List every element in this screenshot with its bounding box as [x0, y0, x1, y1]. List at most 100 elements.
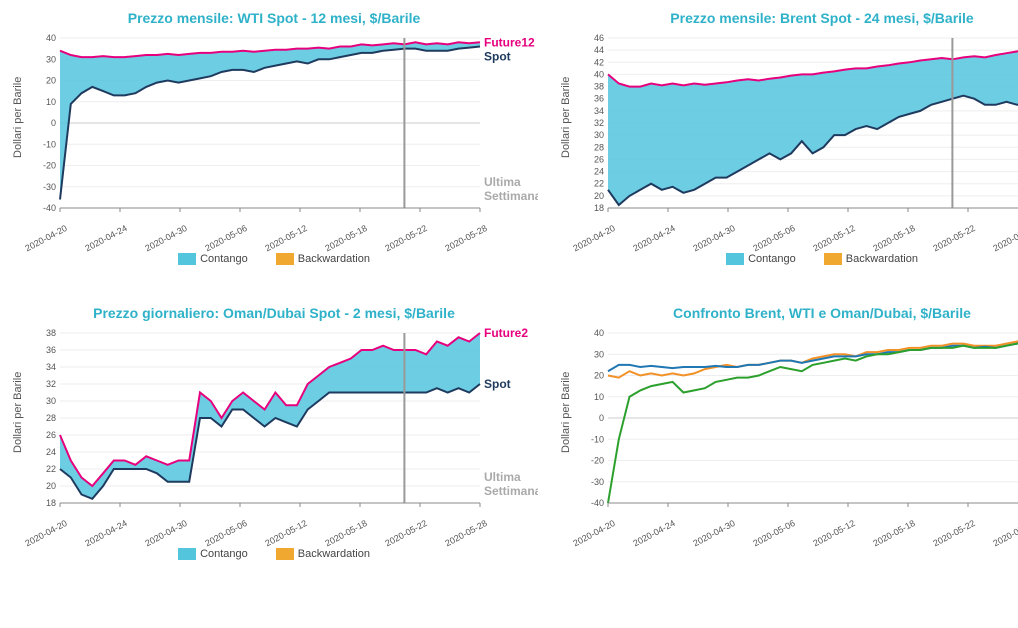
- legend: Contango Backwardation: [558, 253, 1018, 265]
- x-tick-label: 2020-05-12: [811, 518, 856, 548]
- x-axis-labels: 2020-04-202020-04-242020-04-302020-05-06…: [574, 219, 1018, 251]
- svg-text:Spot: Spot: [484, 377, 511, 391]
- svg-text:24: 24: [594, 167, 604, 177]
- svg-text:20: 20: [46, 76, 56, 86]
- x-tick-label: 2020-04-30: [143, 518, 188, 548]
- x-tick-label: 2020-05-22: [931, 223, 976, 253]
- legend-item-backwardation: Backwardation: [276, 548, 370, 560]
- x-tick-label: 2020-04-24: [83, 223, 128, 253]
- x-tick-label: 2020-05-06: [203, 223, 248, 253]
- svg-text:26: 26: [46, 430, 56, 440]
- legend-label: Backwardation: [298, 253, 370, 265]
- svg-text:36: 36: [46, 345, 56, 355]
- x-tick-label: 2020-04-20: [571, 223, 616, 253]
- chart-title: Prezzo mensile: Brent Spot - 24 mesi, $/…: [558, 10, 1018, 26]
- svg-text:-40: -40: [591, 498, 604, 508]
- x-tick-label: 2020-05-22: [931, 518, 976, 548]
- svg-text:26: 26: [594, 154, 604, 164]
- chart-title: Confronto Brent, WTI e Oman/Dubai, $/Bar…: [558, 305, 1018, 321]
- svg-text:-10: -10: [43, 139, 56, 149]
- svg-text:32: 32: [46, 379, 56, 389]
- x-tick-label: 2020-04-30: [691, 223, 736, 253]
- chart-title: Prezzo giornaliero: Oman/Dubai Spot - 2 …: [10, 305, 538, 321]
- svg-text:44: 44: [594, 45, 604, 55]
- plot-area: -40-30-20-10010203040Future12SpotUltimaS…: [26, 32, 538, 251]
- x-tick-label: 2020-04-24: [631, 223, 676, 253]
- legend: Contango Backwardation: [10, 548, 538, 560]
- plot-area: 1820222426283032343638Future2SpotUltimaS…: [26, 327, 538, 546]
- svg-text:40: 40: [594, 69, 604, 79]
- legend-label: Contango: [200, 253, 248, 265]
- svg-text:20: 20: [46, 481, 56, 491]
- svg-text:42: 42: [594, 57, 604, 67]
- svg-text:-30: -30: [591, 477, 604, 487]
- x-tick-label: 2020-05-28: [443, 518, 488, 548]
- y-axis-label: Dollari per Barile: [558, 327, 574, 497]
- svg-text:34: 34: [46, 362, 56, 372]
- chart-panel-compare: Confronto Brent, WTI e Oman/Dubai, $/Bar…: [558, 305, 1018, 560]
- svg-text:24: 24: [46, 447, 56, 457]
- legend-item-contango: Contango: [178, 253, 248, 265]
- x-tick-label: 2020-05-18: [871, 223, 916, 253]
- svg-text:30: 30: [594, 349, 604, 359]
- svg-text:10: 10: [46, 97, 56, 107]
- x-tick-label: 2020-05-22: [383, 223, 428, 253]
- svg-text:36: 36: [594, 94, 604, 104]
- x-tick-label: 2020-05-18: [871, 518, 916, 548]
- chart-panel-oman: Prezzo giornaliero: Oman/Dubai Spot - 2 …: [10, 305, 538, 560]
- svg-text:20: 20: [594, 191, 604, 201]
- chart-title: Prezzo mensile: WTI Spot - 12 mesi, $/Ba…: [10, 10, 538, 26]
- x-tick-label: 2020-05-18: [323, 223, 368, 253]
- y-axis-label: Dollari per Barile: [558, 32, 574, 202]
- x-tick-label: 2020-05-12: [811, 223, 856, 253]
- svg-text:0: 0: [51, 118, 56, 128]
- svg-text:28: 28: [594, 142, 604, 152]
- svg-text:30: 30: [594, 130, 604, 140]
- svg-text:-10: -10: [591, 434, 604, 444]
- svg-text:46: 46: [594, 33, 604, 43]
- x-axis-labels: 2020-04-202020-04-242020-04-302020-05-06…: [26, 514, 538, 546]
- x-tick-label: 2020-04-24: [83, 518, 128, 548]
- svg-text:40: 40: [46, 33, 56, 43]
- x-tick-label: 2020-04-24: [631, 518, 676, 548]
- svg-text:Ultima: Ultima: [484, 470, 521, 484]
- legend-label: Contango: [200, 548, 248, 560]
- plot-area: 182022242628303234363840424446Future24Sp…: [574, 32, 1018, 251]
- svg-text:38: 38: [594, 82, 604, 92]
- svg-text:-40: -40: [43, 203, 56, 213]
- x-tick-label: 2020-05-28: [991, 518, 1018, 548]
- legend-label: Backwardation: [846, 253, 918, 265]
- svg-text:0: 0: [599, 413, 604, 423]
- svg-text:18: 18: [46, 498, 56, 508]
- legend-label: Backwardation: [298, 548, 370, 560]
- legend-item-backwardation: Backwardation: [276, 253, 370, 265]
- svg-text:-20: -20: [43, 161, 56, 171]
- legend: Contango Backwardation: [10, 253, 538, 265]
- x-tick-label: 2020-05-18: [323, 518, 368, 548]
- x-tick-label: 2020-05-22: [383, 518, 428, 548]
- svg-text:20: 20: [594, 371, 604, 381]
- x-tick-label: 2020-05-12: [263, 223, 308, 253]
- x-tick-label: 2020-04-30: [691, 518, 736, 548]
- x-axis-labels: 2020-04-202020-04-242020-04-302020-05-06…: [26, 219, 538, 251]
- svg-text:10: 10: [594, 392, 604, 402]
- legend-item-contango: Contango: [726, 253, 796, 265]
- svg-text:-20: -20: [591, 456, 604, 466]
- chart-panel-brent: Prezzo mensile: Brent Spot - 24 mesi, $/…: [558, 10, 1018, 265]
- x-tick-label: 2020-04-20: [571, 518, 616, 548]
- svg-text:22: 22: [594, 179, 604, 189]
- svg-text:40: 40: [594, 328, 604, 338]
- x-tick-label: 2020-05-06: [203, 518, 248, 548]
- legend-item-backwardation: Backwardation: [824, 253, 918, 265]
- legend-label: Contango: [748, 253, 796, 265]
- svg-text:28: 28: [46, 413, 56, 423]
- svg-text:Ultima: Ultima: [484, 175, 521, 189]
- svg-text:34: 34: [594, 106, 604, 116]
- y-axis-label: Dollari per Barile: [10, 32, 26, 202]
- svg-text:18: 18: [594, 203, 604, 213]
- x-tick-label: 2020-04-30: [143, 223, 188, 253]
- svg-text:Future2: Future2: [484, 327, 528, 340]
- svg-text:Future12: Future12: [484, 35, 535, 49]
- chart-panel-wti: Prezzo mensile: WTI Spot - 12 mesi, $/Ba…: [10, 10, 538, 265]
- svg-text:Spot: Spot: [484, 49, 511, 63]
